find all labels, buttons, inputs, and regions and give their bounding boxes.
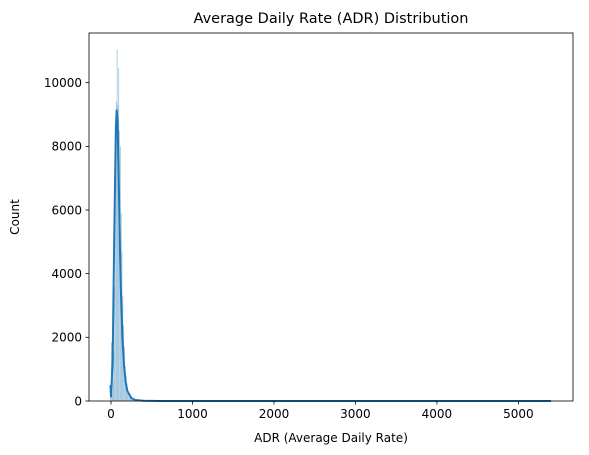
x-tick-label: 5000 [503, 407, 534, 421]
x-axis-ticks: 0 1000 2000 3000 4000 5000 [107, 401, 534, 421]
y-tick-label: 4000 [51, 267, 82, 281]
chart-title: Average Daily Rate (ADR) Distribution [194, 11, 469, 27]
x-tick-label: 3000 [340, 407, 371, 421]
plot-frame [88, 32, 574, 402]
x-tick-label: 2000 [259, 407, 290, 421]
x-tick-label: 1000 [177, 407, 208, 421]
x-tick-label: 0 [107, 407, 115, 421]
y-tick-label: 0 [74, 394, 82, 408]
x-tick-label: 4000 [422, 407, 453, 421]
y-tick-label: 6000 [51, 203, 82, 217]
y-tick-label: 2000 [51, 331, 82, 345]
y-axis-ticks: 0 2000 4000 6000 8000 10000 [44, 76, 89, 408]
x-axis-label: ADR (Average Daily Rate) [254, 431, 408, 445]
y-tick-label: 10000 [44, 76, 82, 90]
y-tick-label: 8000 [51, 140, 82, 154]
y-axis-label: Count [8, 199, 22, 235]
kde-curve [109, 109, 551, 402]
